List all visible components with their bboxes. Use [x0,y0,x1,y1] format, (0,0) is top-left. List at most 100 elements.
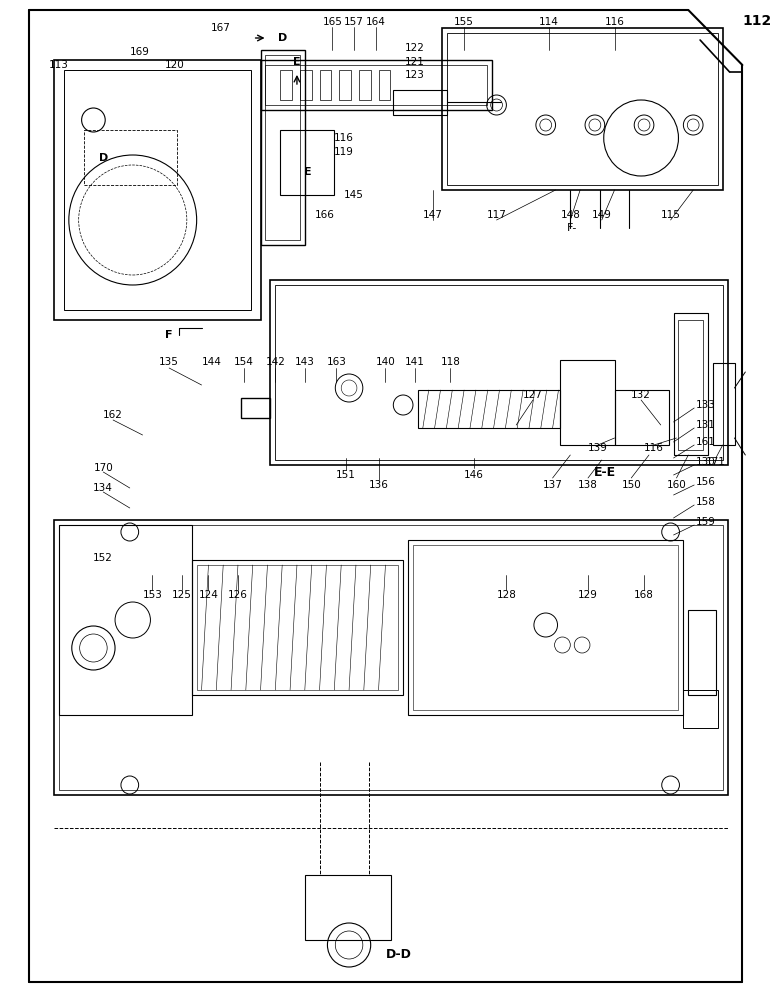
Text: 122: 122 [405,43,425,53]
Text: 149: 149 [592,210,611,220]
Text: 112: 112 [743,14,771,28]
Text: 146: 146 [464,470,484,480]
Text: 116: 116 [334,133,354,143]
Text: 120: 120 [165,60,185,70]
Bar [265,55,300,240]
Text: 151: 151 [336,470,356,480]
Text: E: E [293,57,301,67]
Text: E: E [304,167,312,177]
Text: 135: 135 [159,357,179,367]
Bar [54,60,261,320]
Text: D: D [278,33,287,43]
Bar [64,70,251,310]
Text: 155: 155 [454,17,474,27]
Bar [393,90,448,115]
Text: 139: 139 [588,443,608,453]
Text: 163: 163 [327,357,346,367]
Text: 127: 127 [523,390,543,400]
Text: 162: 162 [103,410,123,420]
Text: 130: 130 [696,457,716,467]
Bar [270,280,728,465]
Bar [300,70,312,100]
Text: 170: 170 [93,463,113,473]
Text: 157: 157 [344,17,364,27]
Text: 156: 156 [696,477,716,487]
Text: 119: 119 [334,147,354,157]
Text: E-E: E-E [594,466,616,479]
Bar [442,28,722,190]
Text: 164: 164 [365,17,386,27]
Bar [59,525,192,715]
Text: 134: 134 [93,483,113,493]
Text: 168: 168 [634,590,654,600]
Bar [192,560,404,695]
Text: 165: 165 [322,17,342,27]
Text: 148: 148 [560,210,580,220]
Bar [84,130,177,185]
Bar [59,525,722,790]
Bar [280,70,292,100]
Bar [418,390,560,428]
Bar [413,545,678,710]
Text: 114: 114 [539,17,559,27]
Bar [448,33,718,185]
Bar [379,70,390,100]
Text: 145: 145 [344,190,364,200]
Text: 153: 153 [143,590,162,600]
Text: 166: 166 [314,210,334,220]
Bar [359,70,371,100]
Text: 113: 113 [49,60,69,70]
Bar [305,875,391,940]
Bar [713,363,735,445]
Text: 116: 116 [644,443,663,453]
Text: 144: 144 [202,357,221,367]
Text: 160: 160 [667,480,686,490]
Bar [54,520,728,795]
Bar [261,50,305,245]
Text: 161: 161 [696,437,716,447]
Bar [265,65,487,105]
Text: 117: 117 [487,210,507,220]
Text: 128: 128 [497,590,516,600]
Text: 121: 121 [405,57,425,67]
Text: 150: 150 [622,480,641,490]
Text: 129: 129 [578,590,598,600]
Bar [261,60,492,110]
Bar [196,565,398,690]
Text: 167: 167 [211,23,231,33]
Bar [684,690,718,728]
Text: 138: 138 [578,480,598,490]
Bar [688,610,715,695]
Text: 126: 126 [228,590,248,600]
Bar [339,70,351,100]
Text: 143: 143 [295,357,315,367]
Bar [615,390,669,445]
Text: D-D: D-D [386,948,411,962]
Bar [678,320,703,450]
Bar [280,130,334,195]
Text: 169: 169 [130,47,150,57]
Text: 171: 171 [706,457,726,467]
Text: 142: 142 [265,357,286,367]
Text: F: F [165,330,173,340]
Text: F-: F- [567,223,577,233]
Text: 147: 147 [423,210,442,220]
Text: 140: 140 [376,357,395,367]
Bar [674,313,708,455]
Text: 159: 159 [696,517,716,527]
Text: 116: 116 [605,17,625,27]
Text: 133: 133 [696,400,716,410]
Bar [560,360,615,445]
Text: 125: 125 [172,590,192,600]
Text: 124: 124 [199,590,218,600]
Text: 118: 118 [441,357,460,367]
Text: 158: 158 [696,497,716,507]
Text: 115: 115 [660,210,681,220]
Text: D: D [99,153,108,163]
Text: 136: 136 [369,480,389,490]
Text: 137: 137 [542,480,563,490]
Text: 131: 131 [696,420,716,430]
Text: 152: 152 [93,553,113,563]
Text: 141: 141 [405,357,425,367]
Text: 132: 132 [631,390,651,400]
